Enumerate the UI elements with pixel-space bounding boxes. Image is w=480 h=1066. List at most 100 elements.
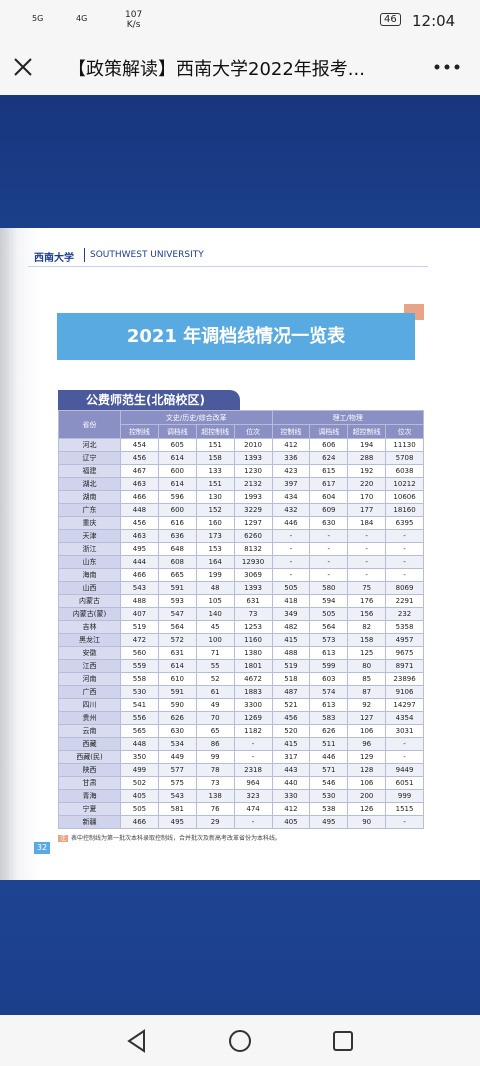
- cell: 626: [309, 724, 349, 738]
- cell: 9675: [385, 646, 424, 660]
- cell: 571: [309, 763, 349, 777]
- table-row: 甘肃 502 575 73 964 440 546 106 6051: [58, 776, 424, 790]
- cell: 613: [309, 698, 349, 712]
- cell: 200: [347, 789, 387, 803]
- cell: 590: [157, 698, 197, 712]
- cell: 232: [385, 607, 424, 621]
- cell: 609: [309, 503, 349, 517]
- cell: 160: [195, 516, 235, 530]
- cell: 466: [120, 568, 159, 582]
- more-button[interactable]: [434, 64, 460, 70]
- province-cell: 青海: [58, 789, 121, 803]
- cell: -: [271, 542, 311, 556]
- cell: 164: [195, 555, 235, 569]
- cell: 288: [347, 451, 387, 465]
- battery: 46: [380, 13, 401, 26]
- province-cell: 天津: [58, 529, 121, 543]
- cell: 631: [157, 646, 197, 660]
- signal-label: 4G: [76, 14, 88, 23]
- cell: 604: [309, 490, 349, 504]
- cell: 624: [309, 451, 349, 465]
- cell: 153: [195, 542, 235, 556]
- table-row: 重庆 456 616 160 1297 446 630 184 6395: [58, 516, 424, 530]
- cell: 543: [157, 789, 197, 803]
- province-cell: 安徽: [58, 646, 121, 660]
- province-cell: 海南: [58, 568, 121, 582]
- cell: 630: [157, 724, 197, 738]
- cell: 405: [271, 815, 311, 829]
- cell: 560: [120, 646, 159, 660]
- cell: 999: [385, 789, 424, 803]
- cell: 336: [271, 451, 311, 465]
- cell: 614: [157, 477, 197, 491]
- cell: 488: [271, 646, 311, 660]
- cell: -: [271, 555, 311, 569]
- table-row: 河南 558 610 52 4672 518 603 85 23896: [58, 672, 424, 686]
- province-cell: 云南: [58, 724, 121, 738]
- cell: 75: [347, 581, 387, 595]
- cell: -: [233, 737, 273, 751]
- cell: 9106: [385, 685, 424, 699]
- cell: 170: [347, 490, 387, 504]
- table-row: 云南 565 630 65 1182 520 626 106 3031: [58, 724, 424, 738]
- back-button[interactable]: [126, 1029, 148, 1053]
- cell: 466: [120, 815, 159, 829]
- cell: 541: [120, 698, 159, 712]
- navigation-bar: [0, 1015, 480, 1066]
- cell: 87: [347, 685, 387, 699]
- cell: 613: [309, 646, 349, 660]
- cell: 45: [195, 620, 235, 634]
- header-cell: 超控制线: [195, 424, 235, 439]
- cell: -: [309, 542, 349, 556]
- cell: 323: [233, 789, 273, 803]
- cell: 600: [157, 503, 197, 517]
- recents-button[interactable]: [332, 1030, 354, 1052]
- table-row: 青海 405 543 138 323 330 530 200 999: [58, 789, 424, 803]
- table-row: 安徽 560 631 71 1380 488 613 125 9675: [58, 646, 424, 660]
- cell: 626: [157, 711, 197, 725]
- cell: -: [309, 568, 349, 582]
- cell: 78: [195, 763, 235, 777]
- province-cell: 福建: [58, 464, 121, 478]
- cell: -: [385, 555, 424, 569]
- cell: 125: [347, 646, 387, 660]
- cell: 106: [347, 776, 387, 790]
- table-title: 2021 年调档线情况一览表: [57, 313, 415, 360]
- cell: 530: [309, 789, 349, 803]
- cell: 330: [271, 789, 311, 803]
- cell: 456: [271, 711, 311, 725]
- cell: 495: [120, 542, 159, 556]
- cell: 6051: [385, 776, 424, 790]
- cell: 407: [120, 607, 159, 621]
- cell: -: [347, 568, 387, 582]
- cell: 92: [347, 698, 387, 712]
- header-cell: 控制线: [120, 424, 159, 439]
- cell: 8971: [385, 659, 424, 673]
- cell: 648: [157, 542, 197, 556]
- province-cell: 内蒙古: [58, 594, 121, 608]
- cell: 418: [271, 594, 311, 608]
- province-cell: 山西: [58, 581, 121, 595]
- home-button[interactable]: [228, 1029, 252, 1053]
- header-cell: 调档线: [309, 424, 349, 439]
- cell: -: [385, 750, 424, 764]
- cell: 61: [195, 685, 235, 699]
- province-cell: 广西: [58, 685, 121, 699]
- section-tab: 公费师范生(北碚校区): [58, 390, 240, 411]
- cell: 564: [157, 620, 197, 634]
- cell: -: [385, 737, 424, 751]
- cell: 82: [347, 620, 387, 634]
- close-button[interactable]: [12, 56, 34, 78]
- cell: 55: [195, 659, 235, 673]
- cell: 412: [271, 802, 311, 816]
- cell: 511: [309, 737, 349, 751]
- cell: 18160: [385, 503, 424, 517]
- cell: 80: [347, 659, 387, 673]
- cell: 521: [271, 698, 311, 712]
- cell: 446: [309, 750, 349, 764]
- cell: 1230: [233, 464, 273, 478]
- cell: 192: [347, 464, 387, 478]
- province-cell: 湖南: [58, 490, 121, 504]
- province-cell: 西藏: [58, 737, 121, 751]
- cell: 572: [157, 633, 197, 647]
